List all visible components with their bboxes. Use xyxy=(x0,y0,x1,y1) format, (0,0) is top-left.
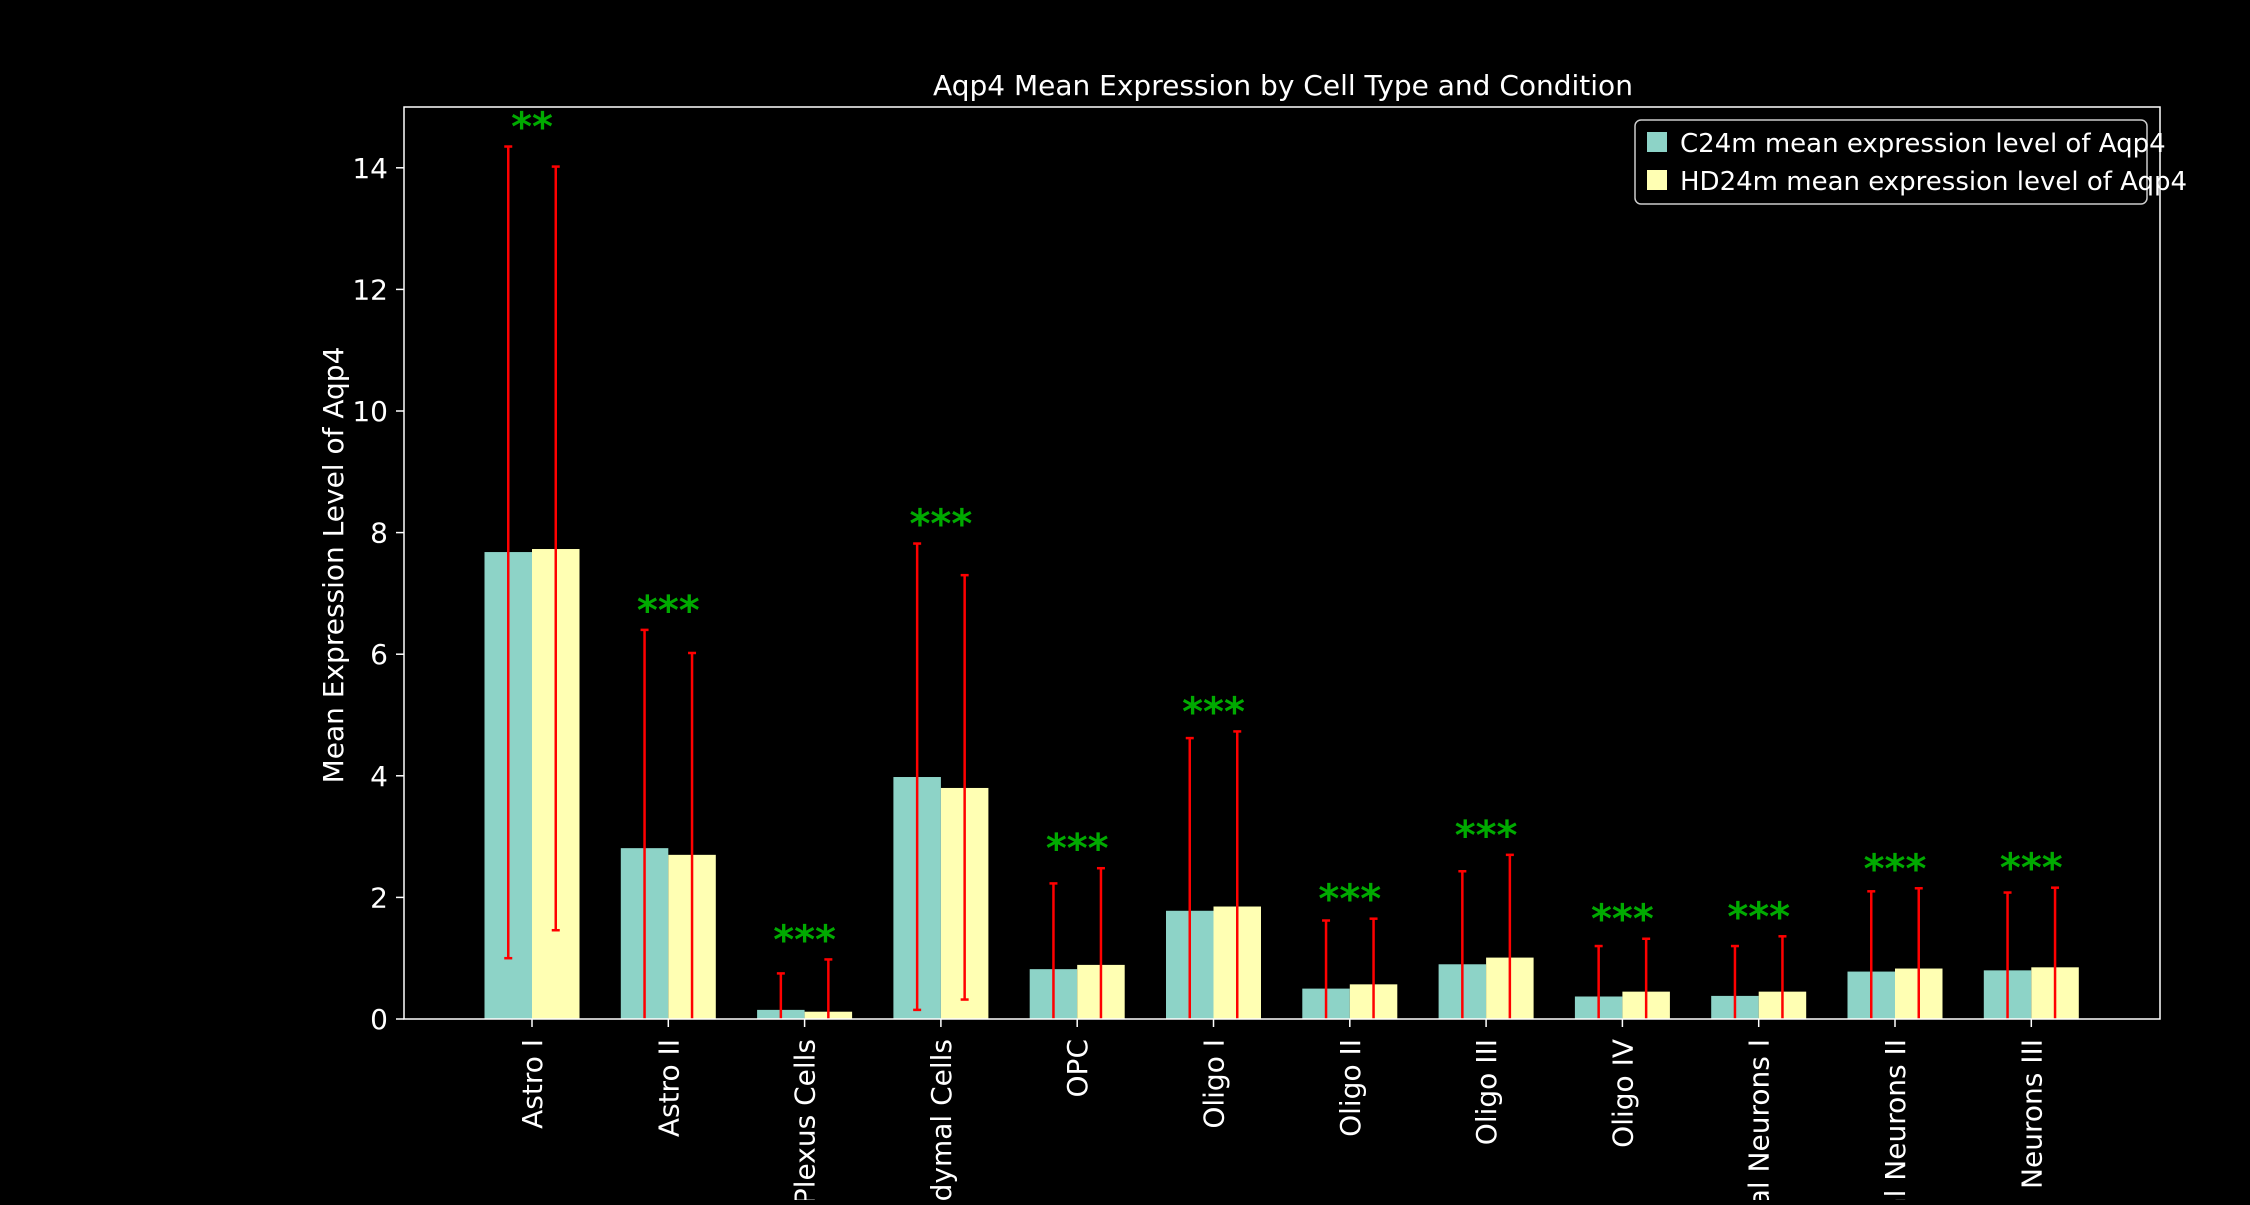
x-tick-label: Oligo II xyxy=(1334,1039,1367,1137)
y-axis: 0 2 4 6 8 10 12 14 xyxy=(352,152,404,1036)
significance-annotation: *** xyxy=(2000,846,2063,892)
x-tick-label: Astro I xyxy=(516,1039,549,1129)
significance-annotation: *** xyxy=(910,502,973,548)
legend-box xyxy=(1634,119,2148,205)
chart-title: Aqp4 Mean Expression by Cell Type and Co… xyxy=(933,69,1633,102)
significance-annotation: *** xyxy=(1318,877,1381,923)
y-tick-label: 2 xyxy=(370,881,388,914)
x-tick-label: Oligo III xyxy=(1470,1039,1503,1145)
legend-swatch xyxy=(1647,170,1667,190)
y-axis-label: Mean Expression Level of Aqp4 xyxy=(317,347,350,784)
error-bars-layer xyxy=(504,145,2060,1019)
legend: C24m mean expression level of Aqp4 HD24m … xyxy=(1634,119,2187,205)
legend-label: C24m mean expression level of Aqp4 xyxy=(1680,129,2166,159)
significance-annotation: *** xyxy=(637,588,700,634)
x-tick-label: Astro II xyxy=(652,1039,685,1137)
x-tick-label: Choroid Plexus Cells xyxy=(789,1039,822,1200)
y-tick-label: 0 xyxy=(370,1003,388,1036)
x-axis: Astro I Astro II Choroid Plexus Cells Epend… xyxy=(516,1019,2048,1205)
x-tick-label: Oligo I xyxy=(1198,1039,1231,1129)
significance-annotation: *** xyxy=(1455,813,1518,859)
x-tick-label: Oligo IV xyxy=(1606,1039,1639,1148)
y-tick-label: 4 xyxy=(370,760,388,793)
x-tick-label: OPC xyxy=(1061,1039,1094,1097)
significance-annotation: *** xyxy=(1182,689,1245,735)
legend-swatch xyxy=(1647,132,1667,152)
x-tick-label: Hippocampal Neurons III xyxy=(2015,1039,2048,1200)
significance-annotation: *** xyxy=(1046,826,1109,872)
significance-annotation: ** xyxy=(511,105,553,151)
x-tick-label: Hippocampal Neurons II xyxy=(1879,1039,1912,1200)
significance-annotation: *** xyxy=(773,917,836,963)
significance-annotation: *** xyxy=(1727,894,1790,940)
y-tick-label: 8 xyxy=(370,517,388,550)
significance-annotation: *** xyxy=(1591,897,1654,943)
y-tick-label: 12 xyxy=(352,273,388,306)
plot-area-frame xyxy=(403,106,2161,1020)
y-tick-label: 10 xyxy=(352,395,388,428)
legend-label: HD24m mean expression level of Aqp4 xyxy=(1680,167,2187,197)
significance-annotations: ************************** ****** *** xyxy=(511,105,2063,964)
y-tick-label: 14 xyxy=(352,152,388,185)
y-tick-label: 6 xyxy=(370,638,388,671)
x-tick-label: Ependymal Cells xyxy=(925,1039,958,1200)
significance-annotation: *** xyxy=(1864,846,1927,892)
x-tick-label: Hippocampal Neurons I xyxy=(1743,1039,1776,1200)
